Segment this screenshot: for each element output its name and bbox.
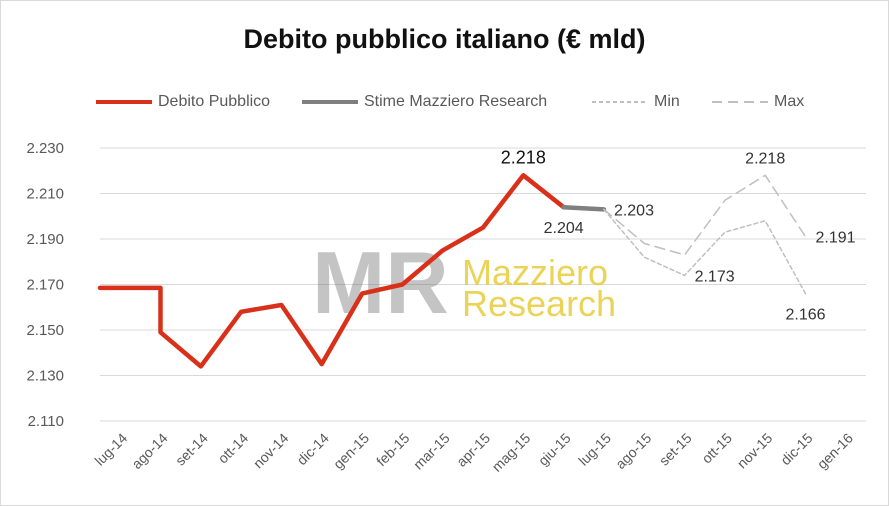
x-tick-label: ott-14 <box>215 430 252 467</box>
x-tick-label: gen-16 <box>814 430 856 472</box>
x-tick-label: lug-14 <box>91 430 130 469</box>
legend-label: Min <box>654 93 680 110</box>
mazziero-research-watermark: MR Mazziero Research <box>312 233 616 332</box>
legend-swatch-solid-gray <box>302 100 358 104</box>
legend-item-min: Min <box>592 90 680 114</box>
x-tick-label: set-14 <box>172 430 211 469</box>
data-label: 2.218 <box>501 147 546 167</box>
y-tick-label: 2.210 <box>26 186 64 203</box>
legend-label: Stime Mazziero Research <box>364 93 548 110</box>
legend-label: Max <box>774 93 805 110</box>
legend-label: Debito Pubblico <box>158 93 271 110</box>
gridlines <box>100 147 866 422</box>
data-label: 2.203 <box>614 202 654 219</box>
legend-item-stime: Stime Mazziero Research <box>302 90 547 114</box>
x-tick-label: dic-15 <box>777 430 815 468</box>
watermark-line1: Mazziero <box>462 252 608 293</box>
y-tick-label: 2.170 <box>26 277 64 294</box>
chart-legend: Debito Pubblico Stime Mazziero Research … <box>0 90 889 114</box>
x-tick-label: ago-14 <box>128 430 170 472</box>
legend-item-debito: Debito Pubblico <box>96 90 270 114</box>
legend-swatch-dotted <box>592 101 648 103</box>
data-label: 2.191 <box>816 230 856 247</box>
data-label: 2.173 <box>695 268 735 285</box>
x-tick-label: apr-15 <box>453 430 493 470</box>
y-tick-label: 2.190 <box>26 231 64 248</box>
y-tick-label: 2.110 <box>28 413 64 430</box>
chart-title: Debito pubblico italiano (€ mld) <box>243 24 646 54</box>
data-label: 2.166 <box>786 307 826 324</box>
x-tick-label: giu-15 <box>535 430 574 469</box>
series-line-3 <box>603 174 807 256</box>
x-tick-label: gen-15 <box>330 430 372 472</box>
x-tick-label: feb-15 <box>373 430 413 470</box>
x-tick-label: nov-14 <box>250 430 292 472</box>
series-line-2 <box>603 208 807 295</box>
legend-item-max: Max <box>712 90 804 114</box>
y-tick-label: 2.130 <box>26 368 64 385</box>
y-tick-label: 2.150 <box>26 322 64 339</box>
x-tick-label: lug-15 <box>575 430 614 469</box>
y-tick-label: 2.230 <box>26 140 64 157</box>
legend-swatch-dashed <box>712 101 768 103</box>
x-tick-label: nov-15 <box>734 430 776 472</box>
x-tick-label: ago-15 <box>612 430 654 472</box>
series-lines <box>97 173 807 369</box>
x-tick-label: mag-15 <box>489 430 534 475</box>
data-labels: 2.218 2.204 2.203 2.173 2.218 2.191 2.166 <box>501 147 856 323</box>
x-tick-label: ott-15 <box>698 430 735 467</box>
series-line-1 <box>561 204 607 212</box>
x-tick-label: set-15 <box>656 430 695 469</box>
data-label: 2.204 <box>544 220 584 237</box>
series-line-0 <box>97 173 566 369</box>
watermark-logo: MR <box>312 233 449 332</box>
x-tick-label: dic-14 <box>294 430 332 468</box>
data-label: 2.218 <box>745 150 785 167</box>
legend-swatch-solid-red <box>96 100 152 104</box>
y-axis: 2.110 2.130 2.150 2.170 2.190 2.210 2.230 <box>26 140 64 430</box>
watermark-line2: Research <box>462 283 616 324</box>
x-tick-label: mar-15 <box>410 430 453 473</box>
